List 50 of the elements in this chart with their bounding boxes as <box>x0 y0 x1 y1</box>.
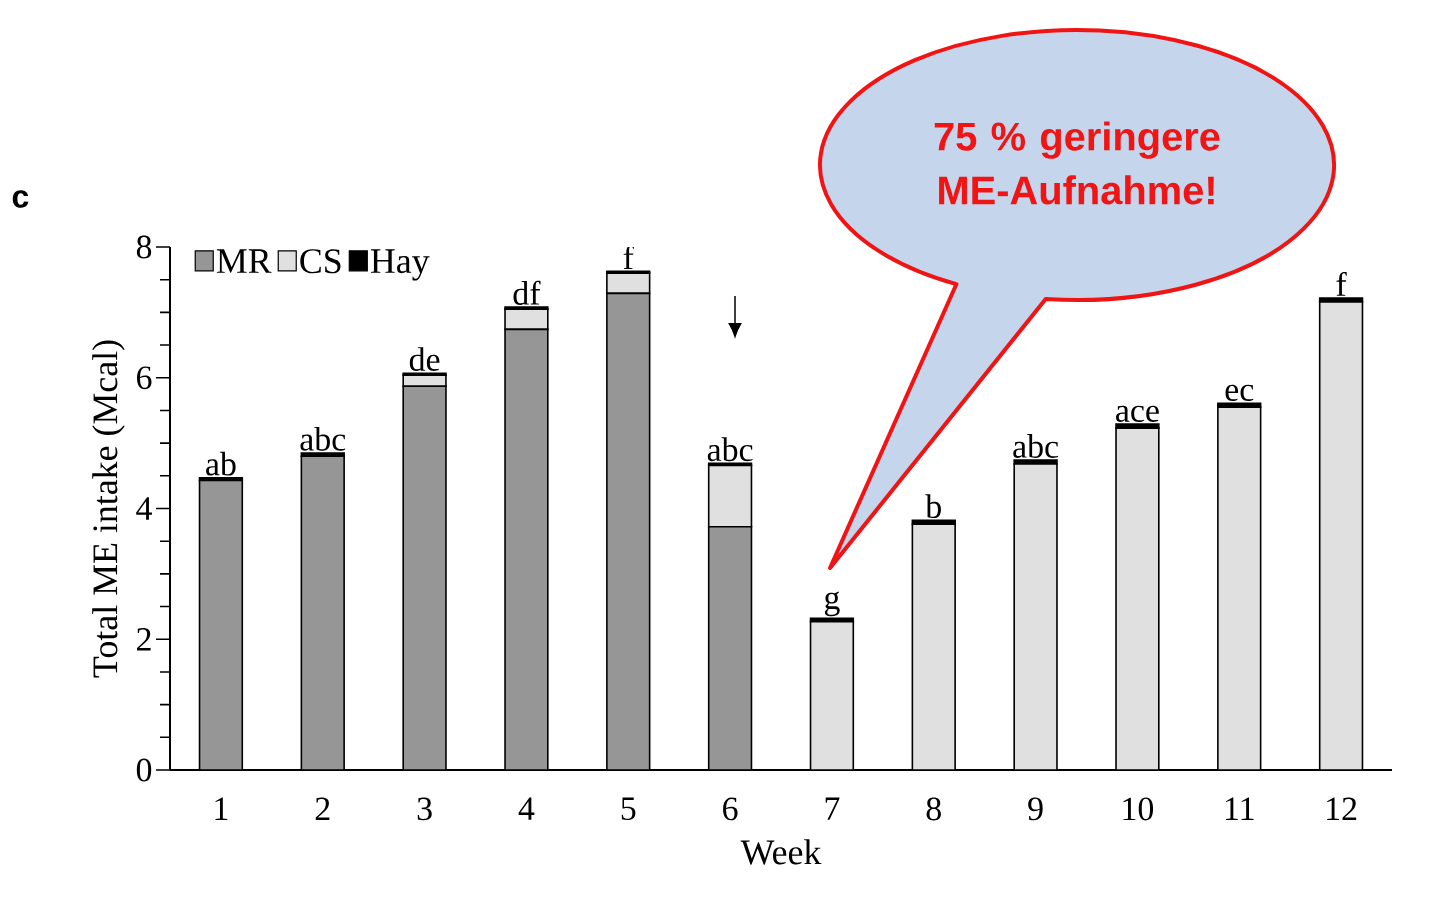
bar <box>1013 463 1058 770</box>
annotation: ace <box>1116 405 1159 422</box>
bar <box>606 272 651 295</box>
annotation: df <box>513 280 541 305</box>
y-tick-label: 2 <box>137 628 151 651</box>
y-tick-label: 6 <box>137 366 152 390</box>
x-tick-label: 11 <box>1225 797 1254 820</box>
annotation: ab <box>206 451 236 476</box>
x-tick-label: 4 <box>518 797 535 820</box>
x-tick-label: 9 <box>1028 797 1043 821</box>
y-tick-label: 0 <box>136 758 152 782</box>
y-axis-title: Total ME intake (Mcal) <box>92 340 125 678</box>
x-tick-label: 2 <box>315 797 330 820</box>
bar <box>911 523 956 770</box>
x-tick-label: 8 <box>926 797 941 821</box>
y-tick-label: 4 <box>136 497 152 520</box>
bar <box>504 308 549 331</box>
bar <box>504 328 549 770</box>
x-tick-label: 12 <box>1327 797 1357 820</box>
x-tick-label: 5 <box>621 797 636 821</box>
x-tick-label: 7 <box>825 797 840 820</box>
x-tick-label: 1 <box>215 797 228 820</box>
bar <box>1115 427 1160 770</box>
bar <box>1318 301 1364 770</box>
bar <box>606 292 651 770</box>
bar <box>1217 406 1262 770</box>
x-axis-title: Week <box>740 839 822 865</box>
annotation: abc <box>707 437 753 462</box>
text: c <box>12 190 29 208</box>
annotation: abc <box>1013 434 1059 458</box>
y-tick-label: 8 <box>136 235 152 259</box>
annotation: de <box>409 347 440 371</box>
annotation: g <box>824 591 840 617</box>
x-tick-label: 3 <box>417 797 432 821</box>
bar <box>707 464 753 528</box>
bar <box>402 385 447 770</box>
bar <box>809 620 855 770</box>
bar <box>198 479 244 770</box>
x-tick-label: 10 <box>1123 797 1154 821</box>
annotation: abc <box>300 426 346 451</box>
annotation: b <box>925 494 941 519</box>
bar <box>707 526 753 770</box>
legend-label: MR <box>216 249 272 273</box>
bar <box>300 455 345 770</box>
annotation: ec <box>1225 384 1254 402</box>
legend-label: CS <box>300 249 341 274</box>
x-tick-label: 6 <box>723 797 738 821</box>
legend-label: Hay <box>370 249 430 281</box>
annotation: f <box>1336 271 1347 296</box>
text: 75 % geringere ME-Aufnahme! <box>934 121 1220 205</box>
